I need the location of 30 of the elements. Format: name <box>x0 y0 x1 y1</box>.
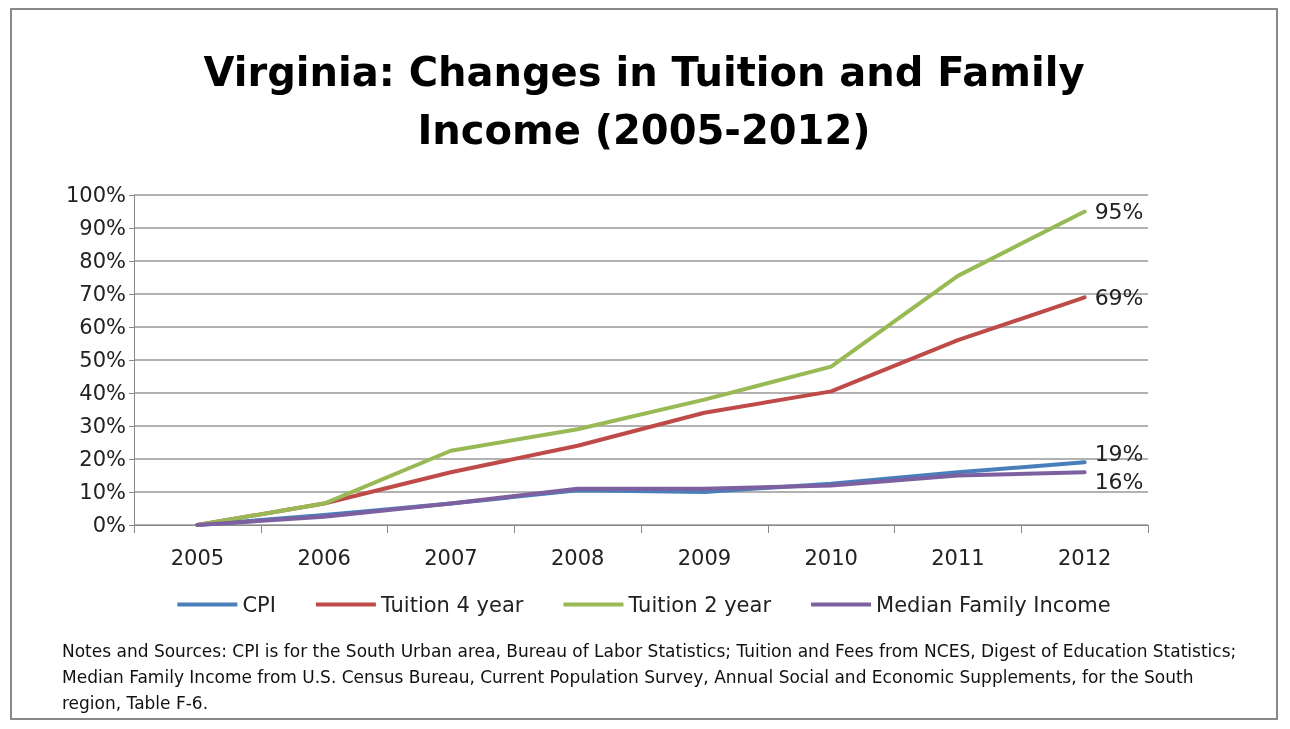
text: Notes and Sources: CPI is for the South Urban area, Bureau of Labor Statistics; Tuition and Fees from NCES, Digest of Education Statistics; Median Family Income from U.S. Census Bureau, Current Population Survey, Annual Social and Economic Supplements, for the South region, Table F-6. <box>62 640 1238 715</box>
data-label: 69% <box>1094 284 1144 310</box>
legend-label: Median Family Income <box>876 592 1111 617</box>
y-tick-label: 80% <box>79 249 126 273</box>
y-tick-label: 10% <box>79 480 126 504</box>
y-tick-label: 30% <box>79 414 126 438</box>
y-tick-label: 50% <box>79 348 126 372</box>
data-label: 95% <box>1094 199 1144 224</box>
y-tick-label: 70% <box>79 282 126 306</box>
x-tick-label: 2007 <box>424 545 478 570</box>
data-label: 19% <box>1094 440 1144 466</box>
y-tick-label: 40% <box>79 381 126 405</box>
x-tick-label: 2010 <box>804 545 858 570</box>
x-tick-label: 2005 <box>170 545 225 570</box>
y-tick-label: 90% <box>79 216 126 240</box>
y-tick-label: 0% <box>92 513 126 537</box>
x-tick-label: 2006 <box>297 545 351 570</box>
x-tick-label: 2009 <box>677 545 732 570</box>
line-series <box>195 209 1087 527</box>
x-tick-label: 2008 <box>550 545 605 570</box>
y-tick-label: 100% <box>65 183 126 207</box>
data-label: 16% <box>1094 468 1144 494</box>
legend-label: Tuition 4 year <box>379 592 524 617</box>
legend-label: Tuition 2 year <box>627 592 772 617</box>
y-tick-label: 20% <box>79 447 126 471</box>
x-tick-label: 2011 <box>931 545 985 570</box>
legend-label: CPI <box>242 592 276 617</box>
x-tick-label: 2012 <box>1057 545 1112 570</box>
y-tick-label: 60% <box>79 315 126 339</box>
chart-title: Virginia: Changes in Tuition and Family Income (2005-2012) <box>203 49 1085 153</box>
